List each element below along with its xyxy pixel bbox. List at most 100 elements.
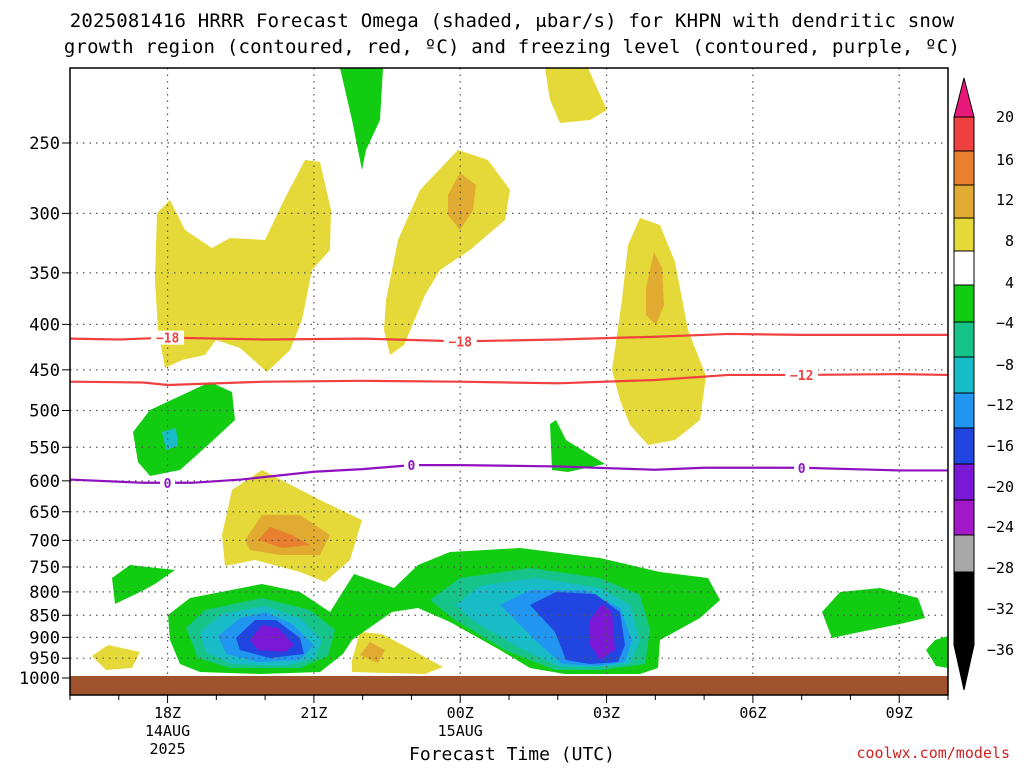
omega-positive-region (155, 160, 331, 372)
contour-label-bg (403, 458, 419, 473)
y-tick-label: 650 (29, 503, 60, 523)
contour-label: −12 (790, 369, 813, 384)
omega-negative-region (133, 382, 235, 476)
plot-area: −18 −18 −12 0 0 0 (70, 68, 948, 695)
omega-negative-region (926, 636, 948, 668)
colorbar-swatch (953, 571, 975, 609)
chart-title-line-1: 2025081416 HRRR Forecast Omega (shaded, … (69, 10, 955, 32)
y-tick-label: 450 (29, 361, 60, 381)
omega-negative-region (112, 565, 175, 604)
x-tick-label: 14AUG (145, 722, 190, 740)
omega-positive-region (92, 645, 140, 670)
y-tick-label: 500 (29, 402, 60, 422)
omega-positive-region (352, 632, 443, 674)
colorbar-label: −12 (987, 396, 1014, 414)
contour-label-bg (160, 475, 176, 490)
colorbar-swatch (953, 284, 975, 323)
colorbar-swatch (953, 184, 975, 219)
y-axis: 2503003504004505005506006507007508008509… (19, 134, 70, 689)
colorbar-swatch (953, 392, 975, 429)
colorbar-swatch (953, 356, 975, 394)
x-tick-label: 03Z (593, 704, 620, 722)
x-tick-label: 06Z (739, 704, 766, 722)
colorbar-label: −24 (987, 518, 1014, 536)
temperature-contours: −18 −18 −12 0 0 0 (70, 330, 948, 492)
colorbar-label: −36 (987, 641, 1014, 659)
colorbar-label: −8 (996, 356, 1014, 374)
contour-label: 0 (798, 462, 806, 477)
omega-positive-region (384, 150, 510, 355)
omega-positive-region (360, 642, 385, 663)
omega-positive-region (448, 173, 476, 230)
colorbar-label: −28 (987, 559, 1014, 577)
colorbar-swatch (953, 427, 975, 465)
y-tick-label: 400 (29, 315, 60, 335)
omega-negative-region (340, 68, 383, 170)
colorbar-label: −16 (987, 437, 1014, 455)
credit-link[interactable]: coolwx.com/models (856, 744, 1010, 762)
colorbar-label: −32 (987, 600, 1014, 618)
ground-surface (70, 676, 948, 695)
y-tick-label: 950 (29, 649, 60, 669)
colorbar-swatch (953, 534, 975, 573)
x-tick-label: 2025 (149, 740, 185, 758)
chart-title-line-2: growth region (contoured, red, ºC) and f… (63, 36, 961, 58)
y-tick-label: 1000 (19, 669, 60, 689)
omega-negative-region (162, 428, 178, 450)
contour-label-bg (151, 330, 185, 345)
contour-label-bg (785, 367, 819, 382)
contour-label: −18 (156, 332, 180, 347)
contour-label: −18 (448, 335, 472, 350)
y-tick-label: 250 (29, 134, 60, 154)
colorbar-label: 20 (996, 108, 1014, 126)
x-tick-label: 18Z (154, 704, 181, 722)
x-tick-label: 15AUG (438, 722, 483, 740)
colorbar-swatch (953, 150, 975, 186)
colorbar-label: 16 (996, 151, 1014, 169)
omega-negative-region (236, 592, 625, 664)
x-axis-title: Forecast Time (UTC) (409, 744, 615, 765)
y-tick-label: 700 (29, 531, 60, 551)
y-tick-label: 850 (29, 606, 60, 626)
colorbar-swatch (953, 116, 975, 152)
omega-positive-region (258, 527, 310, 548)
contour-label: 0 (408, 459, 416, 474)
y-tick-label: 550 (29, 438, 60, 458)
colorbar-bottom-arrow (953, 644, 975, 691)
x-tick-label: 00Z (447, 704, 474, 722)
colorbar-label: −4 (996, 314, 1014, 332)
omega-positive-region (646, 252, 664, 325)
shaded-omega-fields (92, 68, 948, 674)
y-tick-label: 600 (29, 472, 60, 492)
colorbar-swatch (953, 250, 975, 286)
y-tick-label: 350 (29, 264, 60, 284)
colorbar: 20 16 12 8 4 −4 −8 −12 −16 −20 −24 −28 −32 −36 (953, 77, 1014, 691)
y-tick-label: 750 (29, 558, 60, 578)
colorbar-swatch (953, 321, 975, 358)
colorbar-label: 12 (996, 191, 1014, 209)
colorbar-top-arrow (953, 77, 975, 118)
x-tick-label: 21Z (300, 704, 327, 722)
y-tick-label: 300 (29, 204, 60, 224)
omega-positive-region (545, 68, 607, 123)
contour-label: 0 (164, 477, 172, 492)
colorbar-label: −20 (987, 478, 1014, 496)
contour-label-bg (794, 460, 810, 475)
y-tick-label: 800 (29, 583, 60, 603)
colorbar-swatch (953, 463, 975, 501)
colorbar-label: 8 (1005, 232, 1014, 250)
omega-negative-region (218, 590, 632, 666)
colorbar-label: 4 (1005, 274, 1014, 292)
colorbar-swatch (953, 217, 975, 252)
colorbar-swatch (953, 499, 975, 536)
colorbar-swatch (953, 607, 975, 646)
contour-line (70, 464, 948, 484)
y-tick-label: 900 (29, 628, 60, 648)
omega-positive-region (612, 218, 706, 445)
contour-label-bg (443, 334, 477, 349)
omega-negative-region (822, 588, 925, 638)
omega-negative-region (550, 420, 605, 472)
x-tick-label: 09Z (886, 704, 913, 722)
